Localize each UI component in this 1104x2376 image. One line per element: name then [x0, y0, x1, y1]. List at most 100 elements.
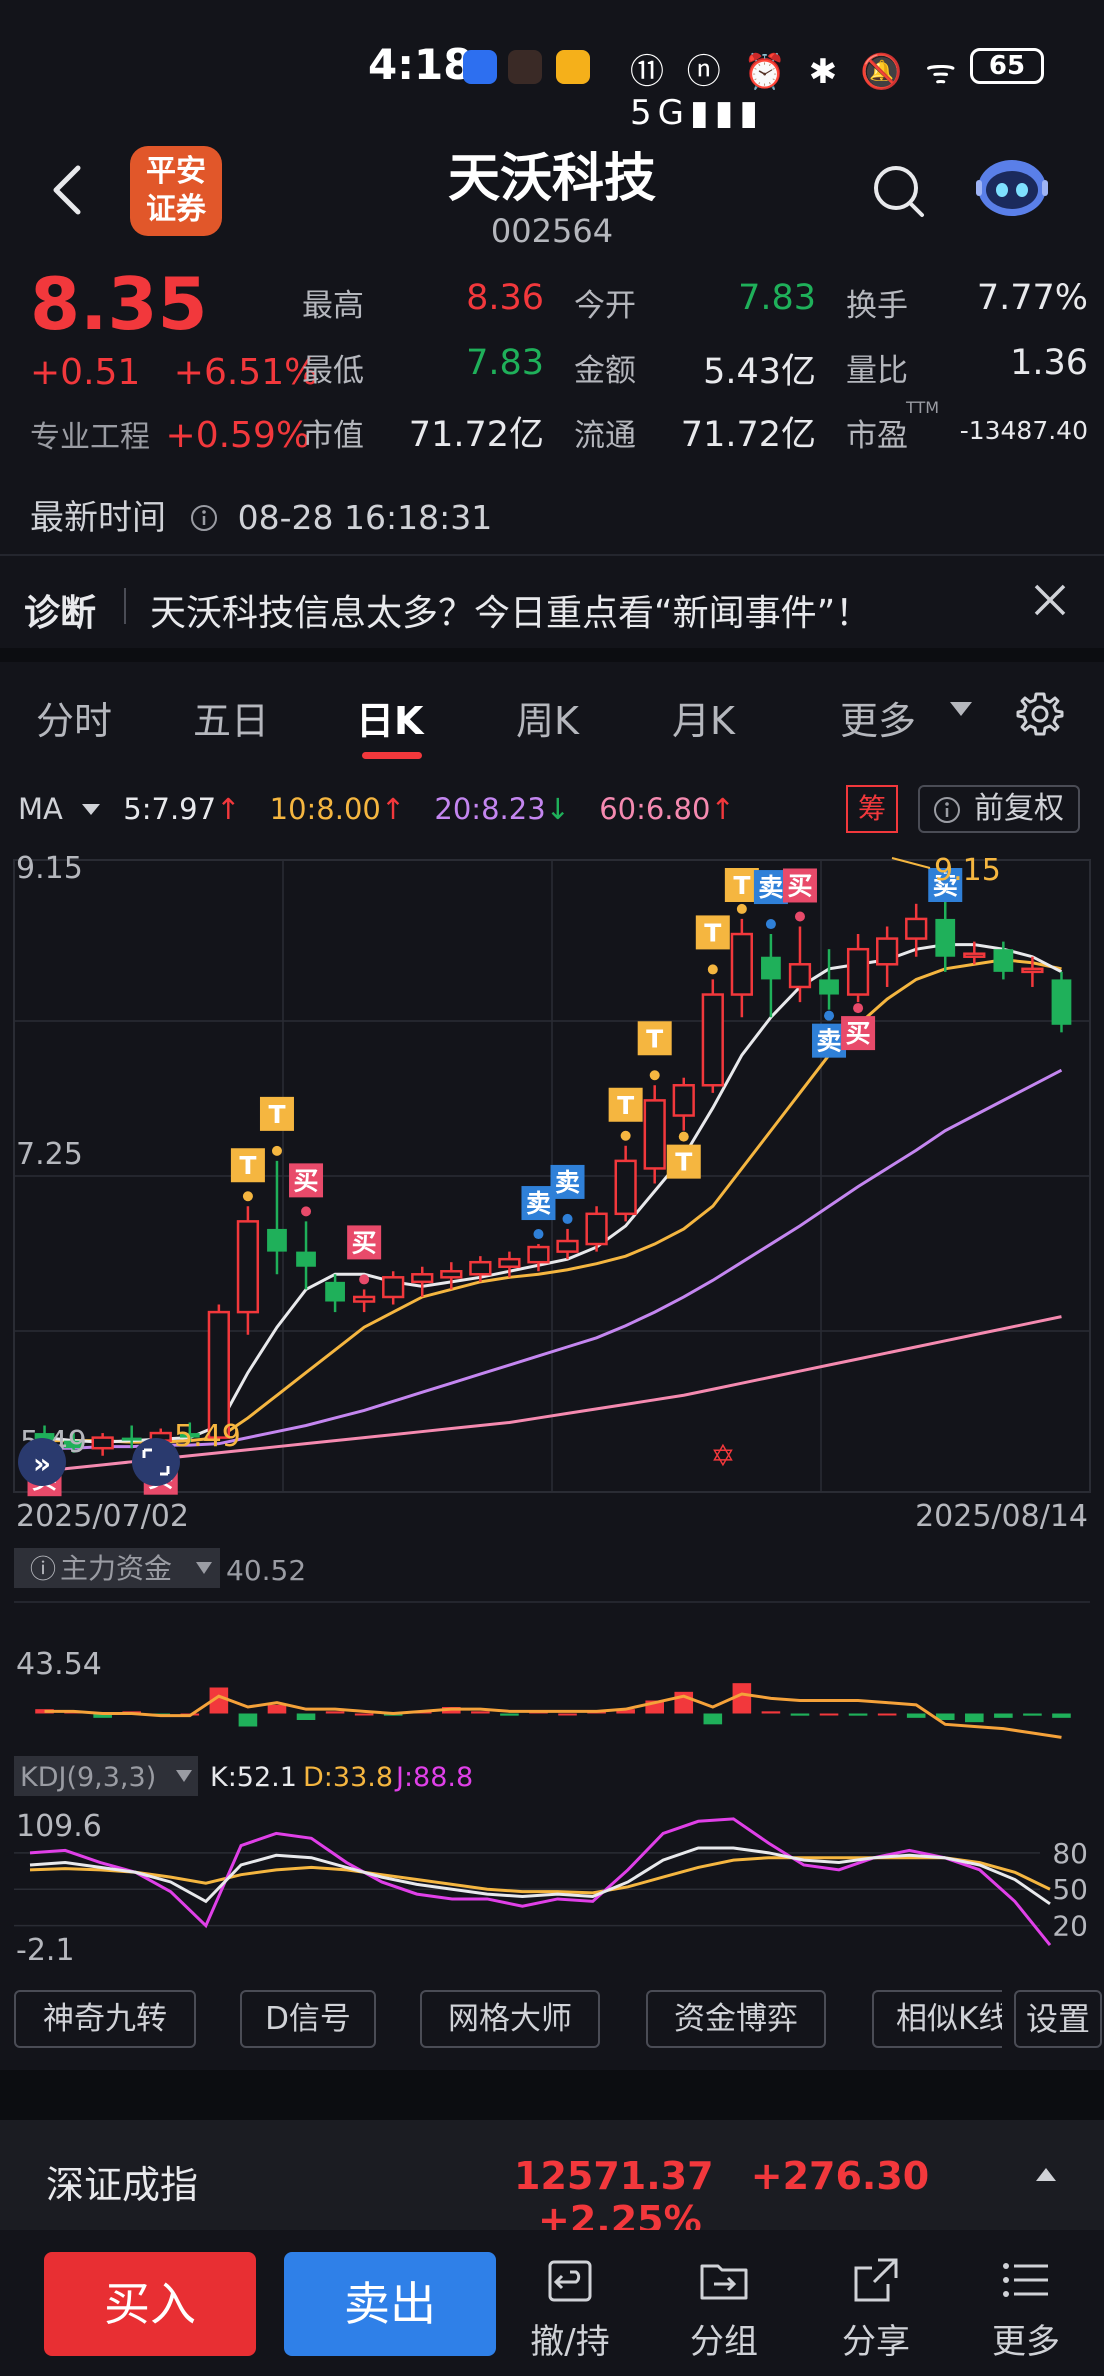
- tab-intraday[interactable]: 分时: [36, 699, 113, 743]
- candle-body: [585, 1212, 608, 1246]
- candle-body: [935, 918, 956, 957]
- sector-row[interactable]: 专业工程 +0.59%: [30, 412, 310, 456]
- indicator-button[interactable]: 资金博弈: [646, 1990, 826, 2048]
- capital-flow-line: [44, 1692, 1062, 1739]
- chevron-down-icon[interactable]: [950, 702, 972, 716]
- quote-value-amount: 5.43亿: [703, 352, 816, 392]
- diagnosis-text[interactable]: 天沃科技信息太多？今日重点看“新闻事件”！: [150, 593, 872, 634]
- tab-monthly-k[interactable]: 月K: [672, 699, 735, 743]
- quote-value-open: 7.83: [738, 278, 816, 318]
- quote-label-float: 流通: [574, 418, 636, 454]
- tab-more[interactable]: 更多: [840, 699, 917, 743]
- signal-dot: [649, 1070, 660, 1081]
- capital-flow-bar: [848, 1713, 868, 1716]
- indicator-button[interactable]: 相似K线: [872, 1990, 1002, 2048]
- share-button[interactable]: 分享: [816, 2252, 936, 2372]
- signal-label: T: [239, 1151, 256, 1180]
- sector-name: 专业工程: [30, 420, 150, 455]
- chip-distribution-button[interactable]: 筹: [846, 785, 898, 833]
- group-button[interactable]: 分组: [664, 2252, 784, 2372]
- signal-label: 卖: [817, 1027, 842, 1056]
- signal-dot: [853, 1003, 864, 1014]
- quote-label-mktcap: 市值: [302, 418, 364, 454]
- double-chevron-icon: »: [33, 1447, 51, 1480]
- info-icon[interactable]: [189, 503, 219, 533]
- buy-button[interactable]: 买入: [44, 2252, 256, 2356]
- cancel-hold-label: 撤/持: [530, 2322, 610, 2362]
- index-ticker[interactable]: [0, 2120, 1104, 2230]
- up-arrow-icon: ↑: [710, 792, 735, 826]
- ma5-value: 5:7.97: [123, 792, 217, 826]
- kdj-title-bg: [14, 1756, 198, 1796]
- candle-body: [469, 1260, 492, 1276]
- signal-badge: [753, 870, 788, 905]
- candle-body: [34, 1433, 55, 1441]
- sell-button[interactable]: 卖出: [284, 2252, 496, 2356]
- indicator-button[interactable]: D信号: [240, 1990, 376, 2048]
- ma-label: MA: [18, 792, 63, 826]
- ma10-value: 10:8.00: [269, 792, 381, 826]
- signal-dot: [242, 1191, 253, 1202]
- ma60-value: 60:6.80: [599, 792, 711, 826]
- broker-logo[interactable]: 平安 证券: [130, 146, 222, 236]
- section-gap: [0, 648, 1104, 662]
- latest-time-row: 最新时间 08-28 16:18:31: [30, 490, 492, 539]
- kdj-title: KDJ(9,3,3): [20, 1762, 156, 1793]
- close-icon[interactable]: [1030, 580, 1070, 620]
- signal-dot: [678, 1131, 689, 1142]
- more-button[interactable]: 更多: [966, 2252, 1086, 2372]
- back-arrow-icon[interactable]: [40, 160, 100, 220]
- signal-dot: [765, 919, 776, 930]
- capital-flow-bar: [616, 1709, 635, 1714]
- capital-flow-bar: [994, 1713, 1013, 1718]
- candle-body: [701, 993, 724, 1087]
- chevron-down-icon: [82, 804, 101, 815]
- robot-assistant-icon[interactable]: [972, 150, 1052, 222]
- max-price-pointer: [891, 857, 931, 869]
- gear-icon[interactable]: [1016, 690, 1064, 738]
- adjustment-button[interactable]: 前复权: [918, 785, 1080, 833]
- stock-chart[interactable]: 买买TT买买卖卖TTTTT卖买卖买卖9.157.255.495.499.1520…: [0, 846, 1104, 1996]
- signal-label: 买: [294, 1166, 319, 1195]
- undo-icon: [548, 2260, 592, 2302]
- star-marker-icon: ✡: [710, 1439, 735, 1474]
- quote-label-low: 最低: [302, 353, 364, 389]
- latest-time-label: 最新时间: [30, 498, 166, 538]
- signal-dot: [824, 1010, 835, 1021]
- max-price-label: 9.15: [934, 853, 1001, 888]
- candle-body: [296, 1251, 316, 1267]
- tab-weekly-k[interactable]: 周K: [516, 699, 579, 743]
- candle-body: [556, 1239, 579, 1253]
- quote-value-float: 71.72亿: [680, 415, 816, 455]
- change-abs: +0.51: [30, 352, 141, 393]
- capital-flow-bar: [732, 1683, 752, 1714]
- candle-body: [121, 1437, 142, 1441]
- cancel-hold-button[interactable]: 撤/持: [510, 2252, 630, 2372]
- settings-button[interactable]: 设置: [1014, 1990, 1102, 2048]
- signal-badge: [841, 1016, 876, 1051]
- folder-icon: [700, 2264, 748, 2300]
- capital-flow-bar: [238, 1713, 258, 1727]
- signal-badge: [347, 1225, 382, 1260]
- quote-value-low: 7.83: [466, 343, 544, 383]
- chevron-up-icon[interactable]: [1036, 2168, 1056, 2181]
- quote-value-turnover: 7.77%: [976, 278, 1088, 318]
- battery-icon: 65: [970, 48, 1044, 84]
- tab-daily-k[interactable]: 日K: [356, 699, 424, 743]
- quote-value-high: 8.36: [466, 278, 544, 318]
- signal-badge: [695, 915, 730, 950]
- search-icon[interactable]: [870, 160, 926, 220]
- capital-flow-ref-label: 43.54: [16, 1647, 102, 1682]
- kdj-j-value: J:88.8: [394, 1762, 473, 1793]
- signal-label: 卖: [758, 873, 783, 902]
- indicator-button[interactable]: 网格大师: [420, 1990, 600, 2048]
- capital-flow-bar: [209, 1687, 229, 1714]
- tab-five-day[interactable]: 五日: [193, 699, 270, 743]
- candle-body: [788, 963, 812, 989]
- candle-body: [819, 979, 839, 995]
- candle-body: [761, 956, 781, 980]
- indicator-button[interactable]: 神奇九转: [14, 1990, 196, 2048]
- ma-selector[interactable]: MA: [18, 792, 123, 826]
- signal-badge: [608, 1087, 643, 1122]
- stock-code: 002564: [490, 212, 614, 250]
